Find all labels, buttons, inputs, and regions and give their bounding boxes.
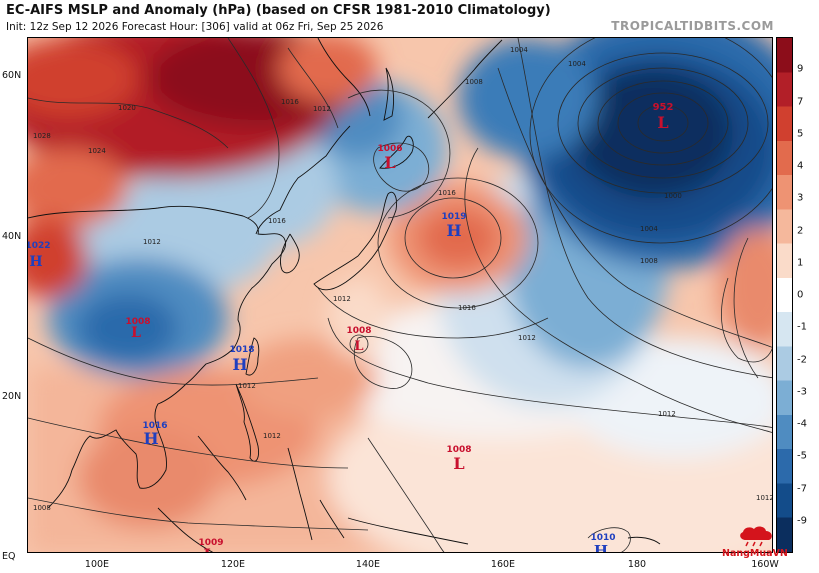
high-symbol: H xyxy=(594,542,608,553)
high-center: 1016 H xyxy=(142,421,167,448)
longitude-label: 100E xyxy=(84,559,110,570)
low-center: 1008 L xyxy=(125,317,150,341)
low-symbol: L xyxy=(453,454,464,473)
latitude-label: 20N xyxy=(2,391,22,402)
colorbar-tick-label: -1 xyxy=(797,321,807,333)
low-symbol: L xyxy=(203,545,214,553)
colorbar-tick-label: 1 xyxy=(797,257,804,269)
logo-text: NangMuaVN xyxy=(722,548,788,559)
high-center: 1019 H xyxy=(441,212,466,240)
longitude-label: 140E xyxy=(355,559,381,570)
pressure-value: 1010 xyxy=(590,533,615,543)
contour-label: 1004 xyxy=(510,46,528,54)
contour-label: 1008 xyxy=(640,257,658,265)
cloud-rain-icon xyxy=(740,526,772,547)
contour-label: 1016 xyxy=(268,217,286,225)
pressure-value: 952 xyxy=(653,102,674,113)
colorbar-tick-label: 3 xyxy=(797,192,804,204)
pressure-centers: 952 L 1006 L 1019 H 1022 H 1008 L 1008 L… xyxy=(28,102,674,553)
coastlines xyxy=(28,38,661,552)
high-center: 1022 H xyxy=(28,241,51,270)
longitude-label: 160E xyxy=(490,559,516,570)
pressure-value: 1019 xyxy=(441,212,466,222)
pressure-value: 1018 xyxy=(229,345,254,355)
forecast-map: 1004 1008 1012 1016 1020 1012 1016 1016 … xyxy=(27,37,773,553)
pressure-value: 1022 xyxy=(28,241,51,251)
contour-label: 1016 xyxy=(438,189,456,197)
high-center: 1018 H xyxy=(229,345,254,374)
latitude-label: EQ xyxy=(2,551,16,562)
colorbar-tick-label: -7 xyxy=(797,483,807,494)
forecast-info: Init: 12z Sep 12 2026 Forecast Hour: [30… xyxy=(6,21,384,33)
pressure-value: 1006 xyxy=(377,144,402,154)
contour-label: 1024 xyxy=(88,147,106,155)
colorbar-tick-label: 0 xyxy=(797,289,804,301)
longitude-label: 180 xyxy=(627,559,647,570)
low-center: 1009 L xyxy=(198,538,223,553)
longitude-label: 120E xyxy=(220,559,246,570)
pressure-value: 1009 xyxy=(198,538,223,548)
pressure-value: 1008 xyxy=(446,445,471,455)
low-center: 1008 L xyxy=(446,445,471,473)
contour-label: 1012 xyxy=(313,105,331,113)
high-center: 1010 H xyxy=(590,533,615,553)
map-canvas: 1004 1008 1012 1016 1020 1012 1016 1016 … xyxy=(28,38,773,553)
colorbar-tick-label: -9 xyxy=(797,515,807,527)
contour-label: 1000 xyxy=(664,192,682,200)
contour-label: 1012 xyxy=(263,432,281,440)
low-symbol: L xyxy=(131,325,141,341)
high-symbol: H xyxy=(143,429,158,448)
pressure-value: 1008 xyxy=(346,326,371,336)
contour-label: 1008 xyxy=(33,504,51,512)
anomaly-colorbar xyxy=(776,37,793,553)
latitude-label: 40N xyxy=(2,231,22,242)
contour-label: 1012 xyxy=(333,295,351,303)
map-title: EC-AIFS MSLP and Anomaly (hPa) (based on… xyxy=(6,3,551,18)
colorbar-tick-label: 7 xyxy=(797,96,804,107)
contour-label: 1016 xyxy=(458,304,476,312)
longitude-label: 160W xyxy=(751,559,779,570)
nangmua-logo: NangMuaVN xyxy=(722,524,812,564)
low-center: 952 L xyxy=(653,102,674,132)
colorbar-tick-label: -2 xyxy=(797,354,807,365)
high-symbol: H xyxy=(29,254,42,270)
brand-watermark: TROPICALTIDBITS.COM xyxy=(611,19,774,33)
pressure-value: 1008 xyxy=(125,317,150,327)
colorbar-tick-label: 5 xyxy=(797,128,804,140)
isobars xyxy=(28,38,772,552)
colorbar-tick-label: -5 xyxy=(797,450,807,462)
colorbar-tick-label: 2 xyxy=(797,225,804,236)
low-symbol: L xyxy=(354,339,363,354)
contour-labels: 1004 1008 1012 1016 1020 1012 1016 1016 … xyxy=(33,46,773,512)
colorbar-tick-label: 4 xyxy=(797,160,804,172)
pressure-value: 1016 xyxy=(142,421,167,431)
contour-label: 1012 xyxy=(756,494,773,502)
contour-label: 1012 xyxy=(238,382,256,390)
contour-label: 1016 xyxy=(281,98,299,106)
contour-label: 1008 xyxy=(465,78,483,86)
low-center: 1008 L xyxy=(346,326,371,354)
contour-label: 1020 xyxy=(118,104,136,112)
high-symbol: H xyxy=(446,221,461,240)
contour-label: 1012 xyxy=(658,410,676,418)
colorbar-tick-label: 9 xyxy=(797,63,804,75)
high-symbol: H xyxy=(232,355,247,374)
colorbar-tick-label: -4 xyxy=(797,418,807,430)
contour-label: 1004 xyxy=(640,225,658,233)
low-symbol: L xyxy=(384,153,395,172)
contour-label: 1028 xyxy=(33,132,51,140)
contour-label: 1004 xyxy=(568,60,586,68)
contour-label: 1012 xyxy=(143,238,161,246)
colorbar-tick-label: -3 xyxy=(797,386,807,398)
low-center: 1006 L xyxy=(377,144,402,172)
latitude-label: 60N xyxy=(2,70,22,81)
low-symbol: L xyxy=(657,113,668,132)
contour-label: 1012 xyxy=(518,334,536,342)
